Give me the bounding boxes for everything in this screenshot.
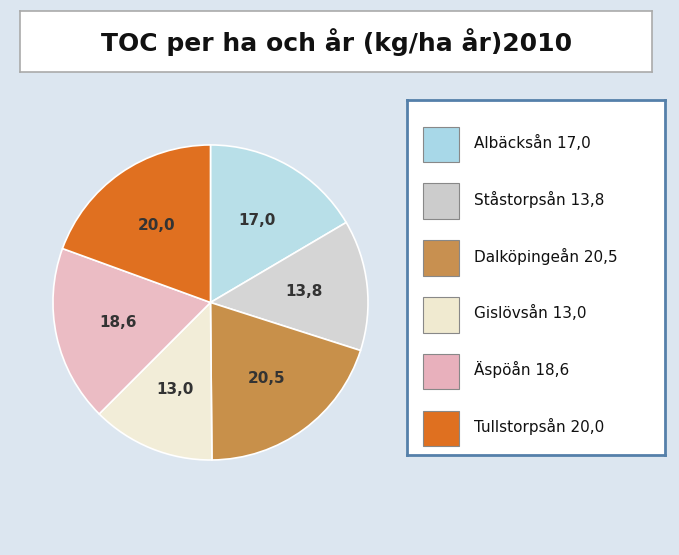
Wedge shape	[53, 249, 210, 414]
Text: Albäcksån 17,0: Albäcksån 17,0	[475, 134, 591, 150]
Wedge shape	[210, 145, 346, 302]
Text: 13,0: 13,0	[156, 382, 194, 397]
Text: TOC per ha och år (kg/ha år)2010: TOC per ha och år (kg/ha år)2010	[100, 28, 572, 56]
Text: 20,0: 20,0	[137, 218, 175, 233]
Text: 13,8: 13,8	[286, 285, 323, 300]
Text: 17,0: 17,0	[239, 213, 276, 228]
Wedge shape	[210, 302, 361, 460]
FancyBboxPatch shape	[423, 240, 459, 276]
Wedge shape	[210, 223, 368, 351]
Text: Tullstorpsån 20,0: Tullstorpsån 20,0	[475, 418, 605, 435]
Text: Ståstorpsån 13,8: Ståstorpsån 13,8	[475, 191, 605, 208]
Wedge shape	[99, 302, 212, 460]
FancyBboxPatch shape	[423, 354, 459, 390]
FancyBboxPatch shape	[423, 411, 459, 446]
Text: Äspöån 18,6: Äspöån 18,6	[475, 361, 570, 379]
FancyBboxPatch shape	[423, 127, 459, 162]
FancyBboxPatch shape	[423, 183, 459, 219]
Text: Dalköpingeån 20,5: Dalköpingeån 20,5	[475, 248, 618, 265]
Wedge shape	[62, 145, 210, 302]
Text: Gislövsån 13,0: Gislövsån 13,0	[475, 305, 587, 321]
Text: 18,6: 18,6	[99, 315, 137, 330]
Text: 20,5: 20,5	[248, 371, 285, 386]
FancyBboxPatch shape	[423, 297, 459, 332]
